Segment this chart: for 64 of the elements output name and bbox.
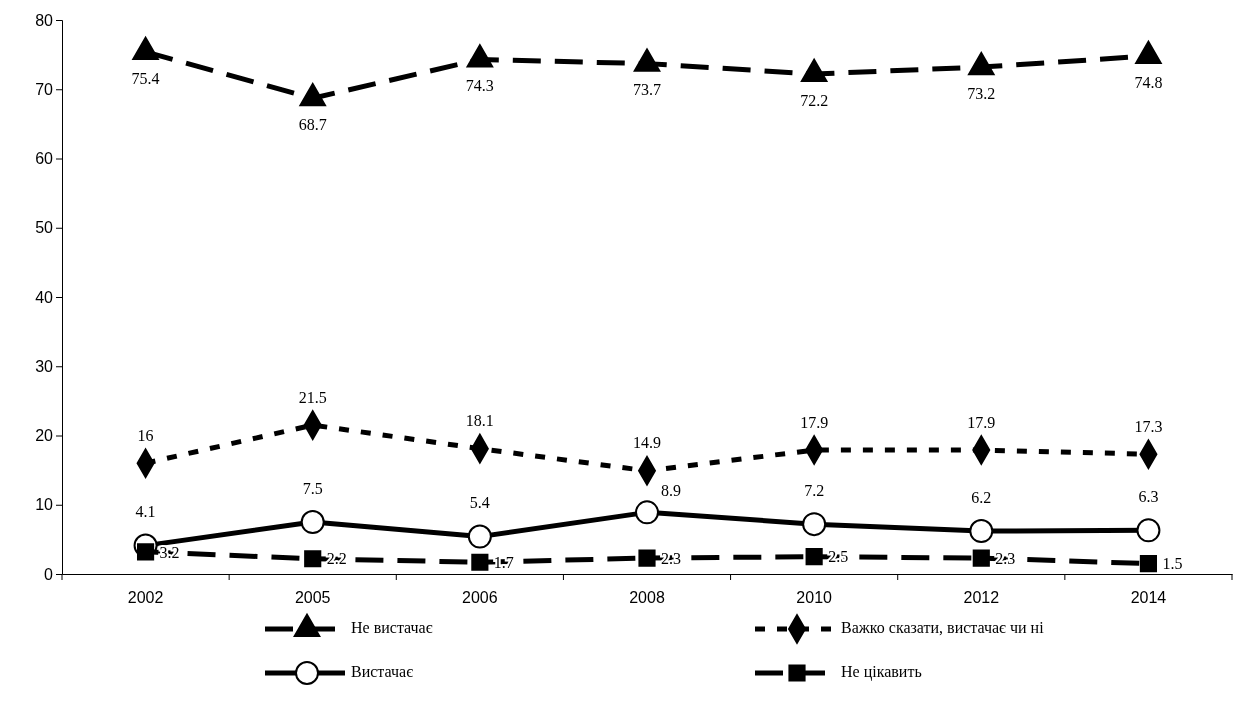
point bbox=[466, 44, 494, 68]
point bbox=[802, 512, 827, 537]
y-tick-label: 50 bbox=[35, 219, 54, 237]
point bbox=[633, 48, 661, 72]
data-label: 7.2 bbox=[804, 481, 825, 499]
point bbox=[299, 83, 326, 107]
data-label: 16 bbox=[137, 426, 154, 444]
data-label: 4.1 bbox=[135, 503, 156, 521]
data-label: 6.2 bbox=[971, 488, 992, 506]
point bbox=[805, 548, 823, 566]
data-label: 74.3 bbox=[465, 77, 494, 95]
point bbox=[471, 553, 489, 571]
point bbox=[304, 550, 322, 568]
data-label: 2.3 bbox=[995, 549, 1016, 567]
data-label: 6.3 bbox=[1138, 488, 1159, 506]
data-label: 8.9 bbox=[661, 482, 681, 500]
data-label: 5.4 bbox=[469, 494, 490, 512]
data-label: 73.2 bbox=[967, 84, 996, 102]
data-label: 68.7 bbox=[298, 115, 327, 133]
data-label: 18.1 bbox=[465, 412, 494, 430]
point bbox=[132, 36, 159, 60]
data-label: 2.5 bbox=[828, 548, 849, 566]
point bbox=[635, 500, 659, 525]
point bbox=[1136, 518, 1161, 543]
y-tick-label: 10 bbox=[35, 496, 54, 514]
x-tick-label: 2005 bbox=[294, 589, 331, 607]
y-tick-label: 40 bbox=[35, 288, 54, 306]
data-label: 7.5 bbox=[302, 479, 323, 497]
y-tick-label: 70 bbox=[35, 80, 54, 98]
legend-label: Важко сказати, вистачає чи ні bbox=[841, 618, 1045, 636]
y-tick-label: 80 bbox=[35, 11, 54, 29]
data-label: 17.3 bbox=[1134, 417, 1163, 435]
y-tick-label: 30 bbox=[35, 357, 54, 375]
legend-label: Вистачає bbox=[351, 662, 414, 680]
data-label: 74.8 bbox=[1134, 73, 1163, 91]
data-label: 2.3 bbox=[661, 549, 681, 567]
y-tick-label: 60 bbox=[35, 150, 54, 168]
point bbox=[1135, 40, 1162, 65]
point bbox=[800, 58, 828, 83]
point bbox=[300, 510, 325, 535]
data-label: 21.5 bbox=[298, 388, 327, 406]
data-label: 72.2 bbox=[800, 91, 829, 109]
data-label: 17.9 bbox=[800, 413, 829, 431]
x-tick-label: 2002 bbox=[127, 589, 164, 607]
x-tick-label: 2008 bbox=[629, 589, 665, 607]
data-label: 17.9 bbox=[967, 413, 996, 431]
data-label: 14.9 bbox=[633, 434, 661, 452]
point bbox=[467, 524, 492, 549]
data-label: 1.5 bbox=[1162, 555, 1183, 573]
x-tick-label: 2012 bbox=[963, 589, 1000, 607]
data-label: 75.4 bbox=[131, 69, 160, 87]
legend-label: Не цікавить bbox=[841, 662, 922, 681]
legend-label: Не вистачає bbox=[351, 618, 433, 636]
x-tick-label: 2014 bbox=[1130, 589, 1167, 607]
y-tick-label: 20 bbox=[35, 427, 54, 445]
x-tick-label: 2006 bbox=[462, 589, 498, 607]
point bbox=[1139, 555, 1158, 573]
point bbox=[969, 519, 994, 544]
point bbox=[972, 549, 990, 567]
x-tick-label: 2010 bbox=[796, 589, 833, 607]
y-tick-label: 0 bbox=[44, 565, 54, 583]
data-label: 73.7 bbox=[633, 81, 661, 99]
point bbox=[968, 51, 995, 76]
point bbox=[638, 549, 656, 567]
